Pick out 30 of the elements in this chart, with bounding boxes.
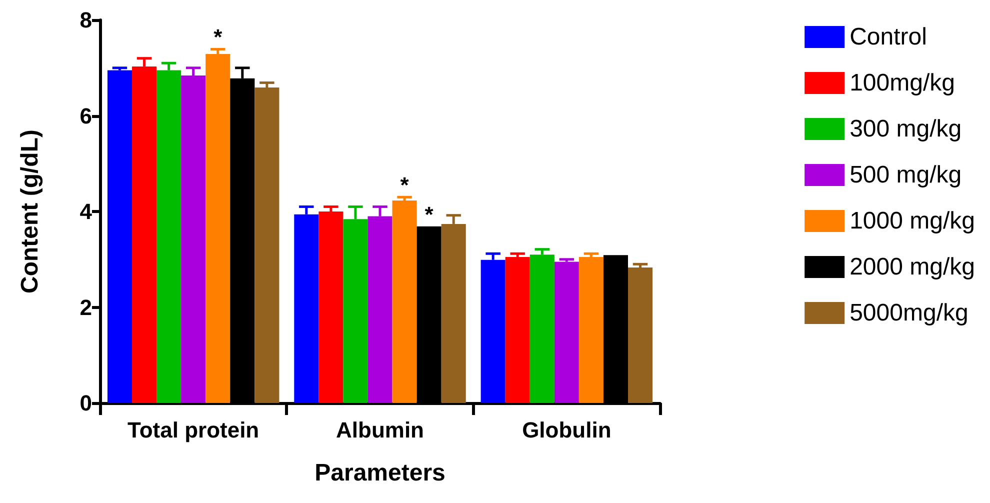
legend-label: 300 mg/kg bbox=[850, 116, 962, 142]
y-tick-label: 4 bbox=[80, 199, 93, 224]
legend-label: 5000mg/kg bbox=[850, 300, 968, 326]
x-tick-label: Total protein bbox=[128, 418, 260, 442]
y-tick-label: 8 bbox=[80, 8, 92, 32]
y-tick-label: 2 bbox=[80, 294, 92, 320]
legend-label: 500 mg/kg bbox=[850, 162, 962, 188]
legend-label: 2000 mg/kg bbox=[850, 254, 976, 280]
x-tick-label: Albumin bbox=[336, 418, 424, 442]
y-tick-label: 6 bbox=[80, 103, 92, 128]
bar bbox=[254, 88, 280, 403]
data-label: * bbox=[214, 24, 223, 50]
data-label: * bbox=[400, 172, 410, 198]
bar bbox=[318, 212, 344, 403]
y-tick-label: 0 bbox=[80, 390, 92, 416]
bar bbox=[554, 262, 579, 403]
bar bbox=[628, 268, 653, 403]
bar bbox=[505, 256, 530, 403]
legend-label: Control bbox=[850, 24, 927, 50]
x-tick-label: Globulin bbox=[522, 418, 612, 442]
y-axis-title: Content (g/dL) bbox=[16, 130, 44, 294]
bar bbox=[578, 256, 604, 403]
bar bbox=[206, 54, 230, 403]
bar bbox=[107, 70, 132, 403]
x-axis-title: Parameters bbox=[314, 460, 446, 486]
bar bbox=[392, 200, 417, 403]
bar bbox=[530, 254, 554, 403]
data-label: * bbox=[424, 202, 434, 227]
legend-label: 1000 mg/kg bbox=[850, 208, 976, 234]
legend-label: 100mg/kg bbox=[850, 70, 955, 96]
